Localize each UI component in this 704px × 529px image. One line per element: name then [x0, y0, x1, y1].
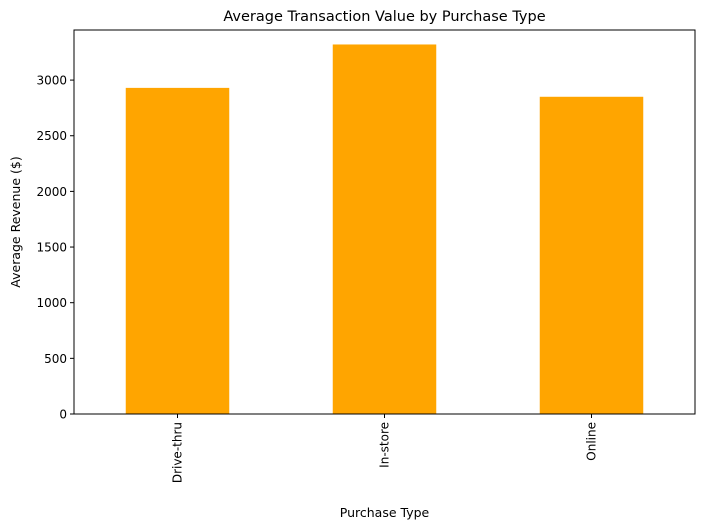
plot-area: [125, 44, 644, 414]
bar-online: [539, 96, 644, 414]
bar-in-store: [332, 44, 437, 414]
y-tick-label-3000: 3000: [36, 74, 67, 88]
x-tick-label-drive-thru: Drive-thru: [171, 422, 185, 483]
x-axis-ticks: Drive-thru In-store Online: [171, 414, 599, 483]
axes-frame: [73, 29, 696, 415]
y-tick-label-500: 500: [44, 352, 67, 366]
y-axis-label: Average Revenue ($): [8, 156, 23, 287]
x-tick-label-online: Online: [585, 422, 599, 461]
y-tick-label-2500: 2500: [36, 129, 67, 143]
y-tick-label-1000: 1000: [36, 296, 67, 310]
x-tick-label-in-store: In-store: [378, 422, 392, 468]
y-tick-label-1500: 1500: [36, 241, 67, 255]
bar-drive-thru: [125, 87, 230, 414]
y-tick-label-2000: 2000: [36, 185, 67, 199]
y-tick-label-0: 0: [59, 408, 67, 422]
chart-title: Average Transaction Value by Purchase Ty…: [223, 9, 545, 25]
x-axis-label: Purchase Type: [340, 505, 430, 520]
y-axis-ticks: 0 500 1000 1500 2000 2500 3000: [36, 74, 74, 422]
